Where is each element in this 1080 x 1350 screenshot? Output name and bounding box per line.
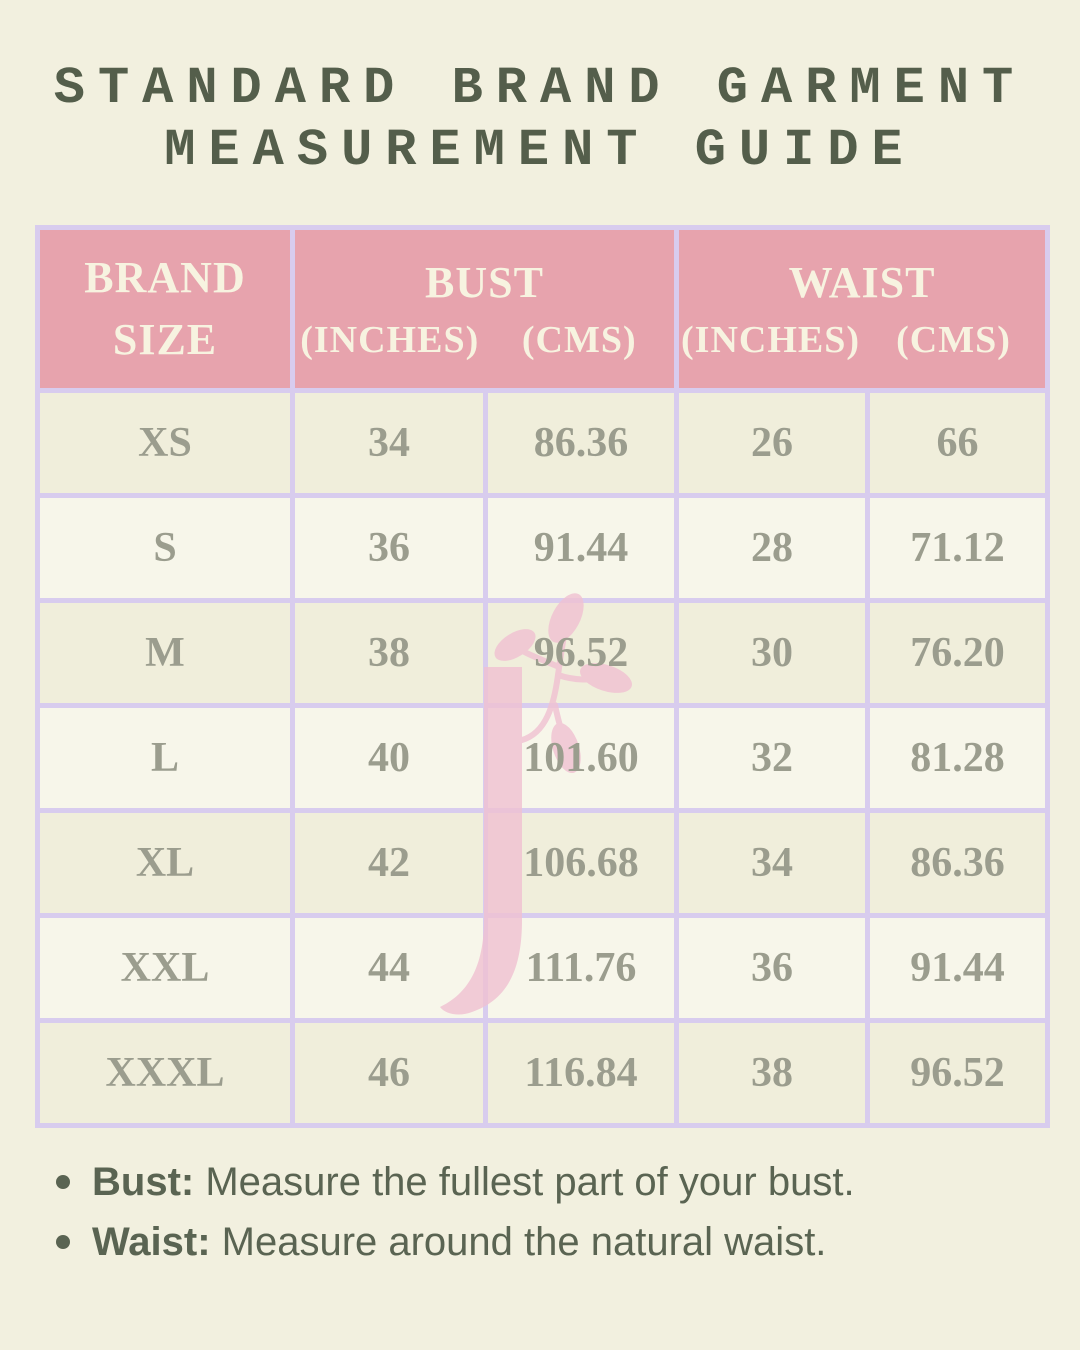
header-waist-inches: (INCHES) <box>681 319 861 361</box>
cell-bust-cm: 101.60 <box>482 703 680 813</box>
cell-bust-in: 42 <box>290 808 488 918</box>
cell-size: M <box>35 598 295 708</box>
cell-bust-cm: 106.68 <box>482 808 680 918</box>
header-bust-inches: (INCHES) <box>300 319 480 361</box>
note-bust: Bust: Measure the fullest part of your b… <box>52 1152 1042 1212</box>
cell-waist-in: 28 <box>674 493 871 603</box>
header-bust-label: BUST <box>425 258 544 307</box>
note-bust-text: Measure the fullest part of your bust. <box>194 1160 855 1204</box>
cell-bust-cm: 86.36 <box>482 388 680 498</box>
cell-waist-in: 36 <box>674 913 871 1023</box>
cell-size: S <box>35 493 295 603</box>
note-waist-label: Waist: <box>92 1220 211 1264</box>
cell-waist-in: 32 <box>674 703 871 813</box>
header-bust-cms: (CMS) <box>521 319 637 361</box>
cell-bust-in: 40 <box>290 703 488 813</box>
cell-waist-cm: 81.28 <box>865 703 1051 813</box>
cell-bust-cm: 96.52 <box>482 598 680 708</box>
header-brand-line2: SIZE <box>112 315 218 364</box>
cell-waist-cm: 91.44 <box>865 913 1051 1023</box>
cell-waist-in: 26 <box>674 388 871 498</box>
table-row: S 36 91.44 28 71.12 <box>35 493 1051 603</box>
note-bust-label: Bust: <box>92 1160 195 1204</box>
cell-waist-in: 34 <box>674 808 871 918</box>
cell-waist-cm: 96.52 <box>865 1018 1051 1128</box>
cell-bust-in: 46 <box>290 1018 488 1128</box>
cell-bust-in: 36 <box>290 493 488 603</box>
cell-size: XS <box>35 388 295 498</box>
note-waist: Waist: Measure around the natural waist. <box>52 1212 1042 1272</box>
cell-size: XL <box>35 808 295 918</box>
cell-waist-in: 30 <box>674 598 871 708</box>
cell-waist-in: 38 <box>674 1018 871 1128</box>
header-row: BRAND SIZE BUST (INCHES) (CMS) WAIST (IN… <box>35 225 1051 393</box>
table-row: XS 34 86.36 26 66 <box>35 388 1051 498</box>
cell-size: XXL <box>35 913 295 1023</box>
cell-bust-in: 44 <box>290 913 488 1023</box>
page-title: STANDARD BRAND GARMENT MEASUREMENT GUIDE <box>0 58 1080 182</box>
cell-size: XXXL <box>35 1018 295 1128</box>
header-waist: WAIST (INCHES) (CMS) <box>674 225 1051 393</box>
cell-bust-in: 38 <box>290 598 488 708</box>
cell-waist-cm: 66 <box>865 388 1051 498</box>
cell-bust-cm: 116.84 <box>482 1018 680 1128</box>
cell-waist-cm: 71.12 <box>865 493 1051 603</box>
header-waist-cms: (CMS) <box>896 319 1011 361</box>
table-header: BRAND SIZE BUST (INCHES) (CMS) WAIST (IN… <box>35 225 1051 393</box>
measurement-table: BRAND SIZE BUST (INCHES) (CMS) WAIST (IN… <box>35 225 1051 1128</box>
header-brand-line1: BRAND <box>84 253 246 302</box>
cell-size: L <box>35 703 295 813</box>
cell-waist-cm: 86.36 <box>865 808 1051 918</box>
table-row: L 40 101.60 32 81.28 <box>35 703 1051 813</box>
page-title-line2: MEASUREMENT GUIDE <box>164 121 916 180</box>
table-row: XXXL 46 116.84 38 96.52 <box>35 1018 1051 1128</box>
header-waist-label: WAIST <box>788 258 936 307</box>
notes-list: Bust: Measure the fullest part of your b… <box>52 1152 1042 1272</box>
cell-waist-cm: 76.20 <box>865 598 1051 708</box>
table-row: XL 42 106.68 34 86.36 <box>35 808 1051 918</box>
table-body: XS 34 86.36 26 66 S 36 91.44 28 71.12 M … <box>35 388 1051 1128</box>
header-brand-size: BRAND SIZE <box>35 225 295 393</box>
cell-bust-cm: 91.44 <box>482 493 680 603</box>
header-bust: BUST (INCHES) (CMS) <box>289 225 680 393</box>
page-title-line1: STANDARD BRAND GARMENT <box>53 59 1027 118</box>
table-row: XXL 44 111.76 36 91.44 <box>35 913 1051 1023</box>
cell-bust-in: 34 <box>290 388 488 498</box>
note-waist-text: Measure around the natural waist. <box>210 1220 827 1264</box>
table-row: M 38 96.52 30 76.20 <box>35 598 1051 708</box>
cell-bust-cm: 111.76 <box>482 913 680 1023</box>
